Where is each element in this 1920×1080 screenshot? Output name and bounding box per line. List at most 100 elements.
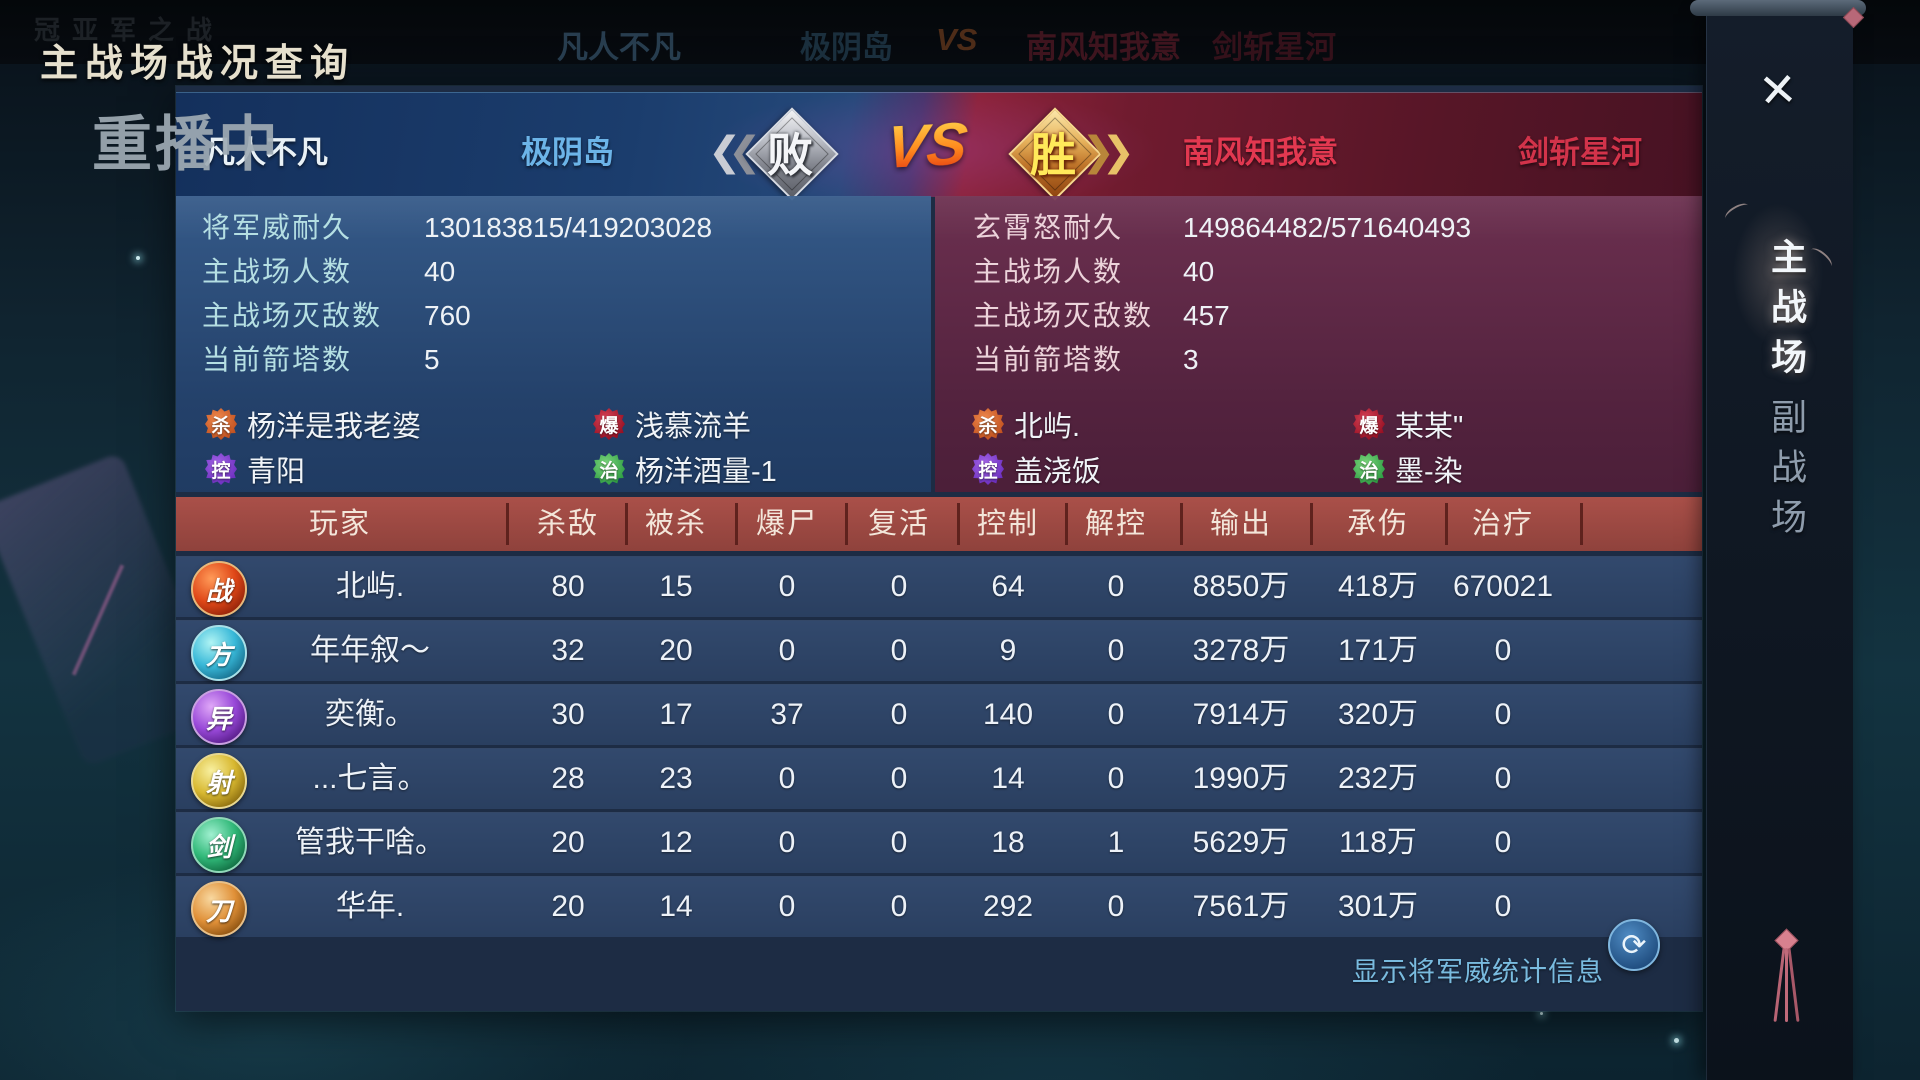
column-header-dispels: 解控	[1084, 508, 1147, 540]
control-cell: 14	[991, 762, 1025, 795]
player-name: 奕衡。	[325, 698, 415, 731]
defeat-label: 败	[767, 130, 813, 181]
player-name: 北屿.	[335, 570, 405, 603]
deaths-cell: 23	[659, 762, 693, 795]
healing-cell: 0	[1494, 890, 1512, 923]
firefly-dot	[1674, 1038, 1679, 1043]
show-general-stats-link[interactable]: 显示将军威统计信息	[1352, 957, 1604, 987]
player-name: ...七言。	[312, 762, 428, 795]
column-header-controls: 控制	[976, 508, 1039, 540]
player-name: 华年.	[335, 890, 405, 923]
tab-secondary-battlefield[interactable]: 副战场	[1766, 398, 1807, 548]
versus-header-bar: 凡人不凡 极阴岛 ❮ ❮ 败 VS 胜 ❯ ❯ 南风知我意 剑斩星河	[176, 92, 1702, 201]
table-row[interactable]: 刀 华年. 20 14 0 0 292 0 7561万 301万 0	[176, 876, 1702, 937]
column-header-deaths: 被杀	[644, 508, 707, 540]
kills-cell: 20	[551, 890, 585, 923]
damage-cell: 1990万	[1192, 762, 1290, 795]
vs-label: VS	[864, 108, 991, 183]
burst-mvp-icon: 爆	[1353, 408, 1385, 440]
column-header-corpse-bursts: 爆尸	[755, 508, 818, 540]
left-server-name: 极阴岛	[521, 135, 614, 170]
healing-cell: 670021	[1452, 570, 1554, 603]
chevron-left-icon: ❮	[708, 130, 742, 174]
stat-value: 149864482/571640493	[1183, 212, 1472, 243]
heal-mvp-icon: 治	[593, 453, 625, 485]
table-row[interactable]: 剑 管我干啥。 20 12 0 0 18 1 5629万 118万 0	[176, 812, 1702, 873]
revive-cell: 0	[890, 698, 908, 731]
healing-cell: 0	[1494, 698, 1512, 731]
firefly-dot	[1540, 1012, 1543, 1015]
kills-cell: 30	[551, 698, 585, 731]
stat-value: 760	[424, 300, 471, 331]
refresh-icon: ⟳	[1621, 928, 1647, 962]
dispel-cell: 0	[1107, 634, 1125, 667]
revive-cell: 0	[890, 826, 908, 859]
control-mvp-name: 盖浇饭	[1014, 456, 1102, 488]
stat-value: 130183815/419203028	[424, 212, 713, 243]
background-event-title: 冠亚军之战	[34, 15, 225, 45]
background-right-server: 剑斩星河	[1212, 30, 1336, 65]
background-left-server: 极阴岛	[800, 30, 893, 65]
firefly-dot	[136, 256, 140, 260]
deaths-cell: 12	[659, 826, 693, 859]
chevron-right-icon: ❯	[1081, 130, 1115, 174]
stat-label: 主战场灭敌数	[973, 300, 1154, 331]
stat-label: 当前箭塔数	[973, 344, 1124, 375]
table-row[interactable]: 异 奕衡。 30 17 37 0 140 0 7914万 320万 0	[176, 684, 1702, 745]
stat-label: 将军威耐久	[202, 212, 353, 243]
close-icon[interactable]: ✕	[1757, 63, 1800, 118]
corpse-burst-cell: 37	[770, 698, 804, 731]
background-left-guild: 凡人不凡	[557, 30, 681, 65]
left-guild-name: 凡人不凡	[204, 135, 328, 170]
damage-cell: 7914万	[1192, 698, 1290, 731]
column-header-player: 玩家	[308, 508, 371, 540]
stat-value: 40	[1183, 256, 1215, 287]
heal-mvp-name: 墨-染	[1395, 456, 1463, 488]
damage-cell: 3278万	[1192, 634, 1290, 667]
heal-mvp-name: 杨洋酒量-1	[635, 456, 777, 488]
damage-taken-cell: 320万	[1337, 698, 1419, 731]
control-mvp-name: 青阳	[247, 456, 306, 488]
burst-mvp-name: 某某"	[1395, 411, 1464, 443]
dimmed-top-strip	[0, 0, 1920, 64]
replay-watermark: 重播中	[92, 111, 281, 178]
dispel-cell: 0	[1107, 890, 1125, 923]
refresh-button[interactable]: ⟳	[1608, 919, 1660, 971]
corpse-burst-cell: 0	[778, 826, 796, 859]
kills-cell: 28	[551, 762, 585, 795]
page-title: 主战场战况查询	[40, 43, 356, 85]
kills-cell: 20	[551, 826, 585, 859]
background-vs-label: VS	[936, 22, 978, 57]
control-cell: 292	[982, 890, 1034, 923]
stat-value: 457	[1183, 300, 1230, 331]
kill-mvp-name: 北屿.	[1014, 411, 1081, 443]
sidebar-scroll-banner	[1706, 14, 1853, 1080]
background-right-guild: 南风知我意	[1026, 30, 1181, 65]
victory-label: 胜	[1030, 130, 1076, 181]
battle-report-panel: 凡人不凡 极阴岛 ❮ ❮ 败 VS 胜 ❯ ❯ 南风知我意 剑斩星河 将军威耐久…	[176, 86, 1702, 1011]
damage-taken-cell: 232万	[1337, 762, 1419, 795]
active-tab-glow	[1716, 180, 1840, 370]
table-row[interactable]: 方 年年叙～ 32 20 0 0 9 0 3278万 171万 0	[176, 620, 1702, 681]
stat-label: 主战场灭敌数	[202, 300, 383, 331]
tassel-decoration	[1756, 922, 1816, 1042]
player-name: 管我干啥。	[295, 826, 445, 859]
deaths-cell: 20	[659, 634, 693, 667]
table-row[interactable]: 射 ...七言。 28 23 0 0 14 0 1990万 232万 0	[176, 748, 1702, 809]
healing-cell: 0	[1494, 762, 1512, 795]
stat-value: 3	[1183, 344, 1199, 375]
class-icon-sword: 剑	[191, 817, 247, 873]
column-header-revives: 复活	[867, 508, 930, 540]
corpse-burst-cell: 0	[778, 634, 796, 667]
table-row[interactable]: 战 北屿. 80 15 0 0 64 0 8850万 418万 670021	[176, 556, 1702, 617]
kills-cell: 80	[551, 570, 585, 603]
burst-mvp-icon: 爆	[593, 408, 625, 440]
revive-cell: 0	[890, 762, 908, 795]
tab-main-battlefield[interactable]: 主战场	[1766, 238, 1807, 388]
deaths-cell: 17	[659, 698, 693, 731]
player-name: 年年叙～	[310, 634, 430, 667]
healing-cell: 0	[1494, 826, 1512, 859]
chevron-right-icon: ❯	[1101, 130, 1135, 174]
kill-mvp-icon: 杀	[972, 408, 1004, 440]
